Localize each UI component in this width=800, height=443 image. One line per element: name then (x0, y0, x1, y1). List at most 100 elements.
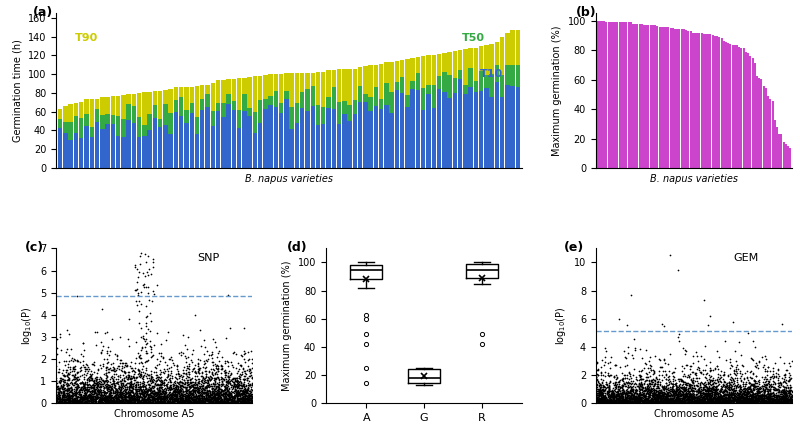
Point (682, 396, 695, 403)
Point (182, 389, 195, 396)
Point (159, 389, 172, 396)
Point (231, 387, 244, 394)
Point (710, 362, 723, 369)
Point (740, 396, 753, 404)
Point (53, 397, 66, 404)
Point (146, 378, 158, 385)
Point (615, 391, 628, 398)
Point (753, 381, 766, 388)
Point (113, 399, 126, 406)
Point (101, 380, 114, 387)
Point (600, 390, 613, 397)
Point (70, 369, 83, 376)
Point (166, 389, 178, 396)
Point (781, 398, 794, 405)
Point (712, 394, 725, 401)
Point (750, 392, 762, 400)
Point (649, 377, 662, 384)
Point (202, 381, 214, 389)
Point (770, 393, 783, 400)
Point (717, 375, 730, 382)
Point (634, 396, 646, 403)
Point (711, 397, 724, 404)
Point (201, 393, 214, 400)
Point (237, 387, 250, 394)
Point (134, 396, 147, 404)
Point (242, 394, 255, 401)
Point (245, 398, 258, 405)
Point (681, 398, 694, 405)
Point (765, 397, 778, 404)
Point (119, 396, 132, 403)
Point (674, 392, 686, 399)
Point (684, 395, 697, 402)
Point (69, 395, 82, 402)
Point (764, 398, 777, 405)
Bar (331, 109, 336, 168)
Point (602, 398, 614, 405)
Point (656, 389, 669, 396)
Point (776, 399, 789, 406)
Point (735, 371, 748, 378)
Point (131, 278, 144, 285)
Point (170, 396, 183, 403)
Point (109, 399, 122, 406)
Point (63, 376, 76, 383)
Point (216, 391, 229, 398)
Point (101, 358, 114, 365)
Point (140, 329, 153, 336)
Point (177, 372, 190, 379)
Point (631, 396, 644, 403)
Point (179, 392, 192, 400)
Point (146, 389, 158, 396)
Point (738, 385, 750, 392)
Point (599, 400, 612, 407)
Point (175, 390, 188, 397)
Point (623, 394, 636, 401)
Point (56, 385, 69, 392)
Point (185, 379, 198, 386)
Point (98, 389, 110, 396)
Point (226, 384, 239, 391)
Point (186, 383, 199, 390)
Point (711, 396, 724, 404)
Point (132, 385, 145, 392)
Point (601, 395, 614, 402)
Point (615, 395, 628, 402)
Point (736, 385, 749, 392)
Point (678, 378, 691, 385)
Point (232, 366, 245, 373)
Point (774, 400, 786, 407)
Point (206, 394, 218, 401)
Point (598, 400, 611, 407)
Point (682, 393, 694, 400)
Point (737, 395, 750, 402)
Point (600, 396, 613, 403)
Point (666, 384, 678, 391)
Point (232, 396, 245, 404)
Point (228, 399, 241, 406)
Point (218, 397, 230, 404)
Point (746, 394, 759, 401)
Point (736, 391, 749, 398)
Point (705, 396, 718, 403)
Point (183, 385, 196, 392)
Point (699, 398, 712, 405)
Point (155, 390, 168, 397)
Point (198, 392, 210, 399)
Point (115, 395, 128, 402)
Point (718, 386, 730, 393)
Bar (442, 72, 446, 92)
Point (681, 399, 694, 406)
Point (644, 366, 657, 373)
Point (226, 389, 239, 396)
Point (220, 384, 233, 391)
Point (619, 386, 632, 393)
Point (126, 395, 139, 402)
Point (239, 394, 252, 401)
Point (187, 386, 200, 393)
Point (158, 399, 170, 406)
Point (81, 380, 94, 387)
Point (664, 398, 677, 405)
Point (223, 380, 236, 387)
